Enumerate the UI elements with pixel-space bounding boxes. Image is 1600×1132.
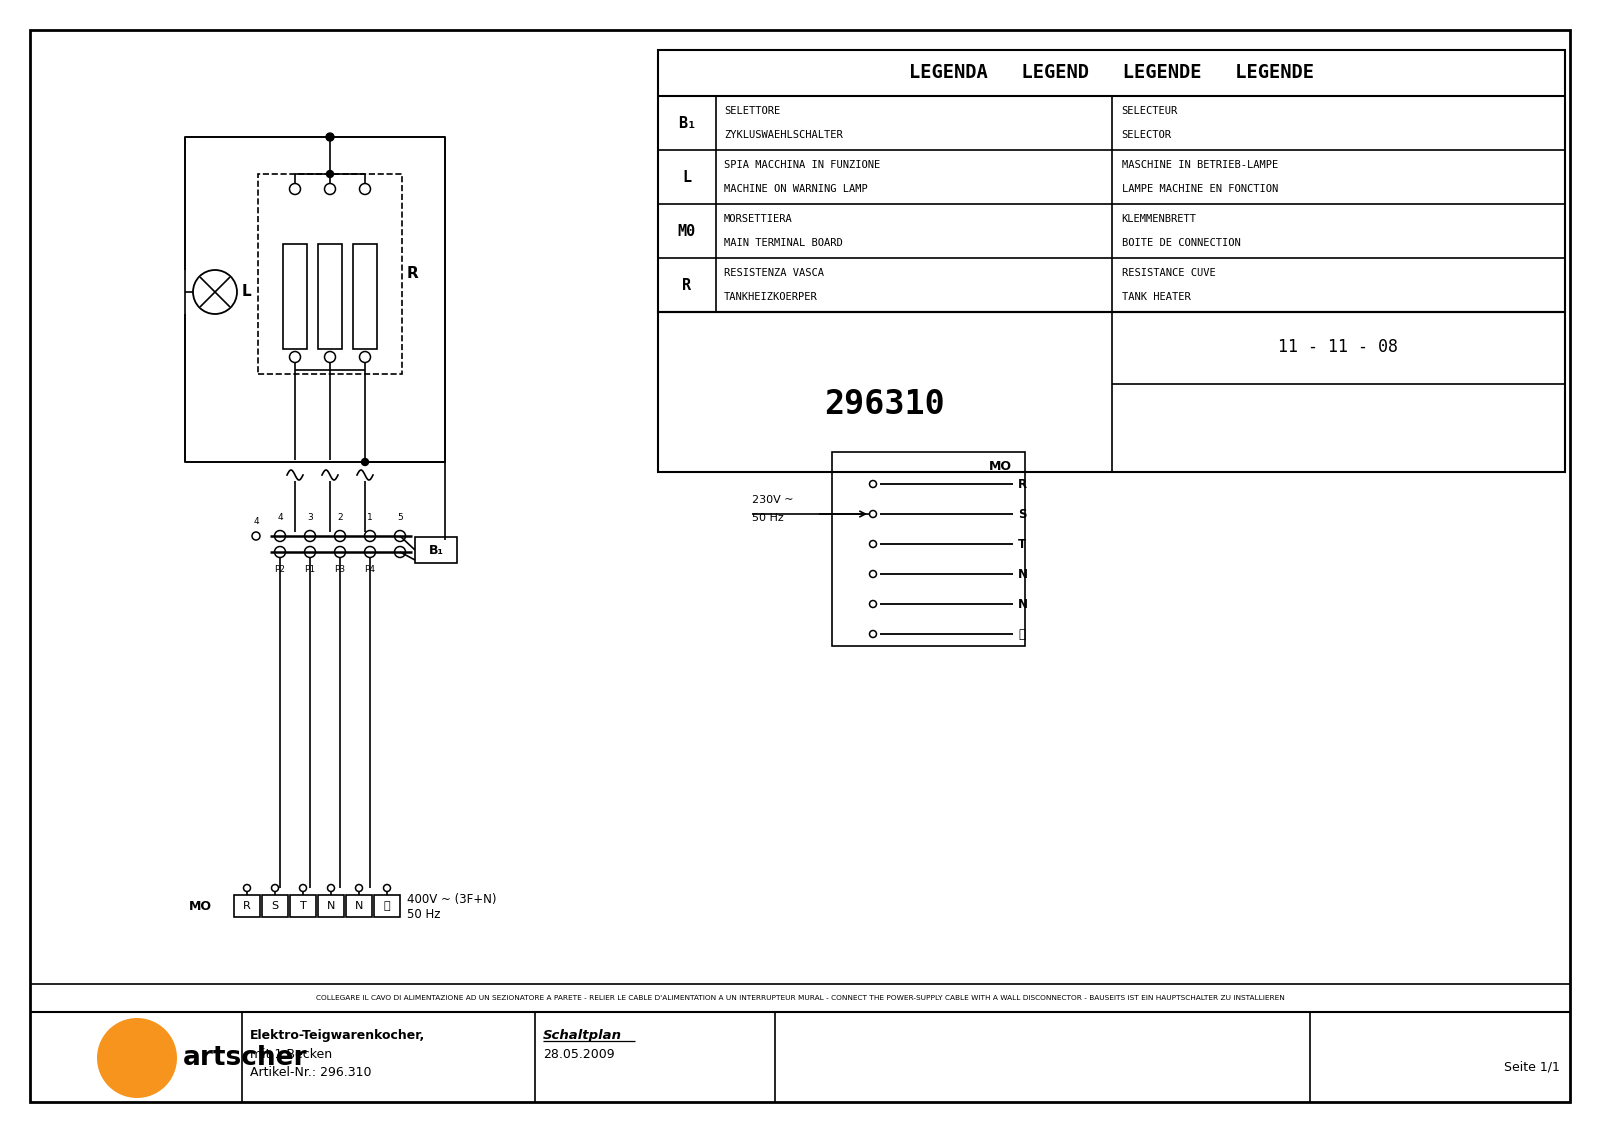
Text: L: L (242, 284, 251, 300)
Bar (283, 243, 307, 349)
Text: MO: MO (189, 900, 211, 912)
Bar (354, 243, 378, 349)
Text: TANKHEIZKOERPER: TANKHEIZKOERPER (723, 292, 818, 302)
Text: R: R (406, 266, 419, 282)
Text: ZYKLUSWAEHLSCHALTER: ZYKLUSWAEHLSCHALTER (723, 130, 843, 140)
Bar (234, 895, 259, 917)
Text: 400V ~ (3F+N): 400V ~ (3F+N) (406, 893, 496, 907)
Text: T: T (1018, 538, 1026, 550)
Text: KLEMMENBRETT: KLEMMENBRETT (1122, 214, 1197, 224)
Text: BOITE DE CONNECTION: BOITE DE CONNECTION (1122, 238, 1240, 248)
Text: B₁: B₁ (678, 115, 696, 130)
Bar (658, 312, 1565, 472)
Text: P3: P3 (334, 566, 346, 575)
Text: R: R (1018, 478, 1027, 490)
Bar (262, 895, 288, 917)
Circle shape (326, 171, 333, 178)
Text: N: N (326, 901, 334, 911)
Text: TANK HEATER: TANK HEATER (1122, 292, 1190, 302)
Bar (658, 50, 1565, 312)
Text: 11 - 11 - 08: 11 - 11 - 08 (1278, 338, 1398, 357)
Text: 296310: 296310 (824, 388, 946, 421)
Bar (346, 895, 371, 917)
Text: 230V ~: 230V ~ (752, 495, 794, 505)
Text: T: T (299, 901, 306, 911)
Text: 28.05.2009: 28.05.2009 (542, 1048, 614, 1062)
Text: B₁: B₁ (429, 543, 443, 557)
Text: MO: MO (989, 460, 1011, 472)
Text: N: N (1018, 598, 1027, 610)
Bar (374, 895, 400, 917)
Text: S: S (272, 901, 278, 911)
Text: M0: M0 (678, 223, 696, 239)
Text: 1: 1 (366, 514, 373, 523)
Text: 50 Hz: 50 Hz (406, 908, 440, 920)
Text: SELECTOR: SELECTOR (1122, 130, 1171, 140)
Text: 2: 2 (338, 514, 342, 523)
Text: SELECTEUR: SELECTEUR (1122, 106, 1178, 117)
Text: LEGENDA   LEGEND   LEGENDE   LEGENDE: LEGENDA LEGEND LEGENDE LEGENDE (909, 63, 1314, 83)
Text: ⏚: ⏚ (1018, 627, 1026, 641)
Text: Elektro-Teigwarenkocher,: Elektro-Teigwarenkocher, (250, 1029, 426, 1041)
Bar (186, 137, 445, 462)
Text: N: N (1018, 567, 1027, 581)
Text: 50 Hz: 50 Hz (752, 513, 784, 523)
Text: S: S (1018, 507, 1027, 521)
Text: SPIA MACCHINA IN FUNZIONE: SPIA MACCHINA IN FUNZIONE (723, 160, 880, 170)
Bar (414, 537, 458, 563)
Text: MORSETTIERA: MORSETTIERA (723, 214, 792, 224)
Text: mit 1 Becken: mit 1 Becken (250, 1047, 333, 1061)
Bar (290, 895, 317, 917)
Text: R: R (243, 901, 251, 911)
Bar (318, 895, 344, 917)
Text: 5: 5 (397, 514, 403, 523)
Text: MACHINE ON WARNING LAMP: MACHINE ON WARNING LAMP (723, 183, 867, 194)
Text: Schaltplan: Schaltplan (542, 1029, 622, 1041)
Text: N: N (355, 901, 363, 911)
Text: artscher: artscher (182, 1045, 307, 1071)
Bar (318, 243, 342, 349)
Text: SELETTORE: SELETTORE (723, 106, 781, 117)
Text: L: L (683, 170, 691, 185)
Bar (832, 452, 1026, 646)
Text: P1: P1 (304, 566, 315, 575)
Text: MASCHINE IN BETRIEB-LAMPE: MASCHINE IN BETRIEB-LAMPE (1122, 160, 1278, 170)
Text: Artikel-Nr.: 296.310: Artikel-Nr.: 296.310 (250, 1065, 371, 1079)
Text: P2: P2 (275, 566, 285, 575)
Text: P4: P4 (365, 566, 376, 575)
Text: B: B (120, 1039, 154, 1077)
Text: Seite 1/1: Seite 1/1 (1504, 1061, 1560, 1073)
Bar (258, 174, 402, 374)
Text: LAMPE MACHINE EN FONCTION: LAMPE MACHINE EN FONCTION (1122, 183, 1278, 194)
Circle shape (362, 458, 368, 465)
Text: RESISTANCE CUVE: RESISTANCE CUVE (1122, 268, 1216, 278)
Text: RESISTENZA VASCA: RESISTENZA VASCA (723, 268, 824, 278)
Text: 3: 3 (307, 514, 314, 523)
Circle shape (326, 132, 334, 142)
Text: 4: 4 (253, 516, 259, 525)
Text: COLLEGARE IL CAVO DI ALIMENTAZIONE AD UN SEZIONATORE A PARETE - RELIER LE CABLE : COLLEGARE IL CAVO DI ALIMENTAZIONE AD UN… (315, 995, 1285, 1001)
Text: R: R (683, 277, 691, 292)
Circle shape (98, 1018, 178, 1098)
Text: MAIN TERMINAL BOARD: MAIN TERMINAL BOARD (723, 238, 843, 248)
Text: 4: 4 (277, 514, 283, 523)
Text: ⏚: ⏚ (384, 901, 390, 911)
